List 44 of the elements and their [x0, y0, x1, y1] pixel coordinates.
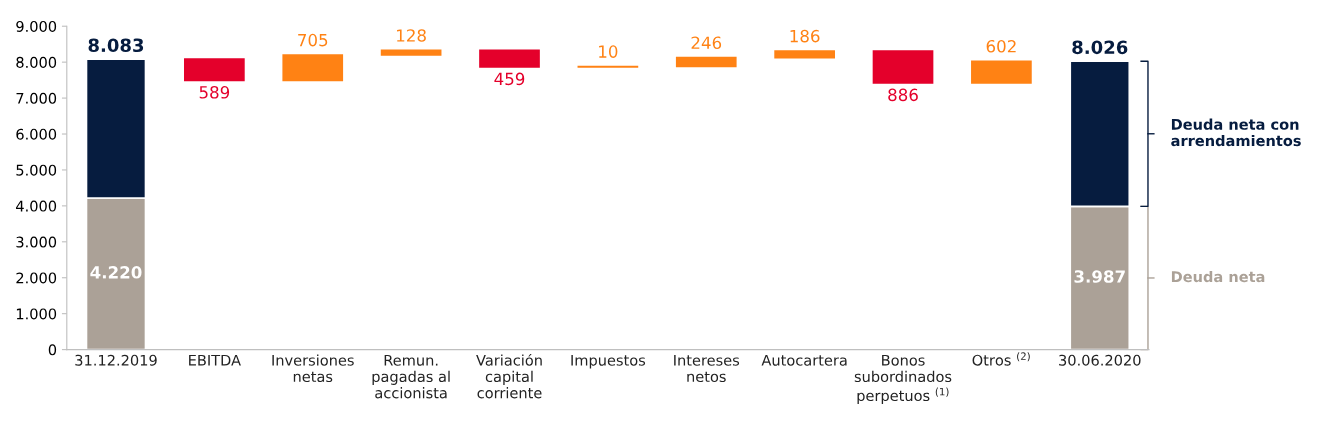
x-tick-label: Inversiones netas: [272, 354, 354, 383]
x-tick-label: Autocartera: [761, 354, 847, 366]
bar: [380, 49, 442, 56]
legend-label: Deuda neta: [1171, 270, 1265, 283]
total-label: 8.026: [1072, 40, 1128, 55]
y-tick-label: 3.000: [16, 236, 57, 248]
y-tick-label: 8.000: [16, 56, 57, 68]
total-label: 8.083: [88, 38, 144, 53]
data-label: 589: [199, 86, 230, 99]
y-tick-label: 4.000: [16, 200, 57, 212]
data-label: 128: [397, 29, 426, 42]
x-tick-label: Bonos subordinados perpetuos $^{(1)}$: [854, 354, 952, 404]
legend-label: Deuda neta con arrendamientos: [1171, 118, 1301, 147]
x-tick-label: Otros $^{(2)}$: [972, 352, 1030, 366]
bar: [774, 50, 835, 59]
bar: [479, 49, 540, 68]
y-tick-label: 2.000: [16, 272, 57, 284]
data-label: 705: [298, 33, 328, 47]
data-label: 4.220: [90, 266, 142, 279]
y-tick-label: 9.000: [16, 20, 57, 32]
y-tick-label: 5.000: [16, 164, 57, 176]
bar: [971, 60, 1032, 84]
y-tick-label: 7.000: [16, 92, 57, 104]
y-tick-label: 0: [48, 344, 57, 356]
y-tick-label: 1.000: [16, 308, 57, 320]
bar: [184, 58, 245, 82]
x-tick-label: Intereses netos: [674, 354, 740, 383]
bar: [675, 56, 737, 68]
x-tick-label: Remun. pagadas al accionista: [372, 354, 450, 399]
x-tick-label: 31.12.2019: [75, 354, 157, 366]
data-label: 246: [691, 36, 722, 50]
x-tick-label: Impuestos: [571, 354, 646, 369]
bar: [872, 50, 934, 84]
bar: [282, 54, 344, 82]
data-label: 186: [790, 29, 820, 43]
x-tick-label: Variación capital corriente: [476, 353, 542, 399]
x-tick-label: 30.06.2020: [1059, 354, 1141, 366]
data-label: 10: [599, 45, 618, 58]
x-tick-label: EBITDA: [189, 354, 241, 366]
data-label: 3.987: [1074, 270, 1125, 283]
data-label: 886: [888, 88, 918, 102]
data-label: 459: [494, 72, 525, 86]
data-label: 602: [986, 39, 1016, 53]
y-tick-label: 6.000: [16, 128, 57, 140]
